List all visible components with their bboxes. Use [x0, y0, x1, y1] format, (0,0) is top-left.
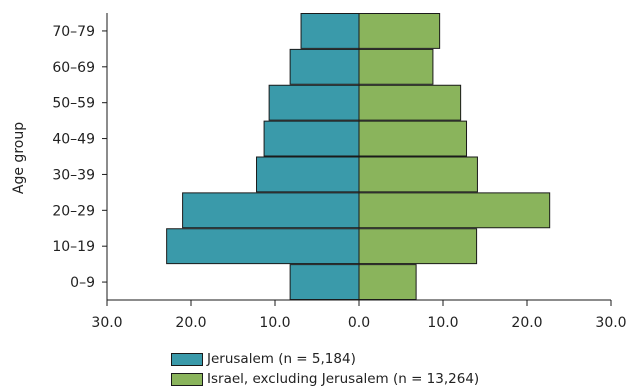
- legend: Jerusalem (n = 5,184) Israel, excluding …: [171, 349, 479, 389]
- bar-israel-0-9: [358, 264, 417, 300]
- x-tick-label: 10.0: [427, 315, 458, 331]
- x-tick-label: 10.0: [259, 315, 290, 331]
- legend-item-israel: Israel, excluding Jerusalem (n = 13,264): [171, 369, 479, 389]
- x-tick-labels: 30.0 20.0 10.0 0.0 10.0 20.0 30.0: [91, 315, 626, 331]
- bar-israel-60-69: [358, 48, 434, 85]
- x-tick-label: 20.0: [511, 315, 542, 331]
- bar-jerusalem-0-9: [289, 264, 360, 300]
- israel-excluding-jerusalem-bars: [358, 13, 551, 300]
- axes: [102, 13, 612, 306]
- legend-label-jerusalem: Jerusalem (n = 5,184): [207, 351, 356, 367]
- y-tick-label: 30–39: [52, 167, 95, 183]
- y-tick-label: 10–19: [52, 239, 95, 255]
- x-tick-label: 30.0: [595, 315, 626, 331]
- bar-israel-40-49: [358, 120, 468, 157]
- legend-label-israel: Israel, excluding Jerusalem (n = 13,264): [207, 371, 480, 387]
- bar-israel-10-19: [358, 228, 478, 265]
- bar-israel-30-39: [358, 156, 478, 193]
- y-axis-label: Age group: [11, 122, 27, 194]
- y-tick-labels: 0–9 10–19 20–29 30–39 40–49 50–59 60–69 70–79: [52, 24, 95, 291]
- bar-israel-70-79: [358, 13, 441, 49]
- bar-israel-20-29: [358, 192, 551, 229]
- y-tick-label: 0–9: [70, 275, 95, 291]
- bar-jerusalem-40-49: [263, 120, 360, 157]
- jerusalem-bars: [166, 13, 360, 300]
- legend-item-jerusalem: Jerusalem (n = 5,184): [171, 349, 479, 369]
- bar-jerusalem-10-19: [166, 228, 360, 265]
- y-tick-label: 60–69: [52, 60, 95, 76]
- y-tick-label: 70–79: [52, 24, 95, 40]
- bar-israel-50-59: [358, 84, 462, 121]
- bar-jerusalem-30-39: [256, 156, 360, 193]
- y-tick-label: 20–29: [52, 203, 95, 219]
- legend-swatch-jerusalem: [171, 352, 203, 366]
- bar-jerusalem-20-29: [182, 192, 360, 229]
- x-tick-label: 30.0: [91, 315, 122, 331]
- legend-swatch-israel: [171, 372, 203, 386]
- x-tick-label: 0.0: [348, 315, 370, 331]
- bar-jerusalem-60-69: [289, 48, 360, 85]
- y-tick-label: 40–49: [52, 132, 95, 148]
- x-tick-label: 20.0: [175, 315, 206, 331]
- bar-jerusalem-70-79: [300, 13, 360, 49]
- y-tick-label: 50–59: [52, 96, 95, 112]
- bar-jerusalem-50-59: [268, 84, 360, 121]
